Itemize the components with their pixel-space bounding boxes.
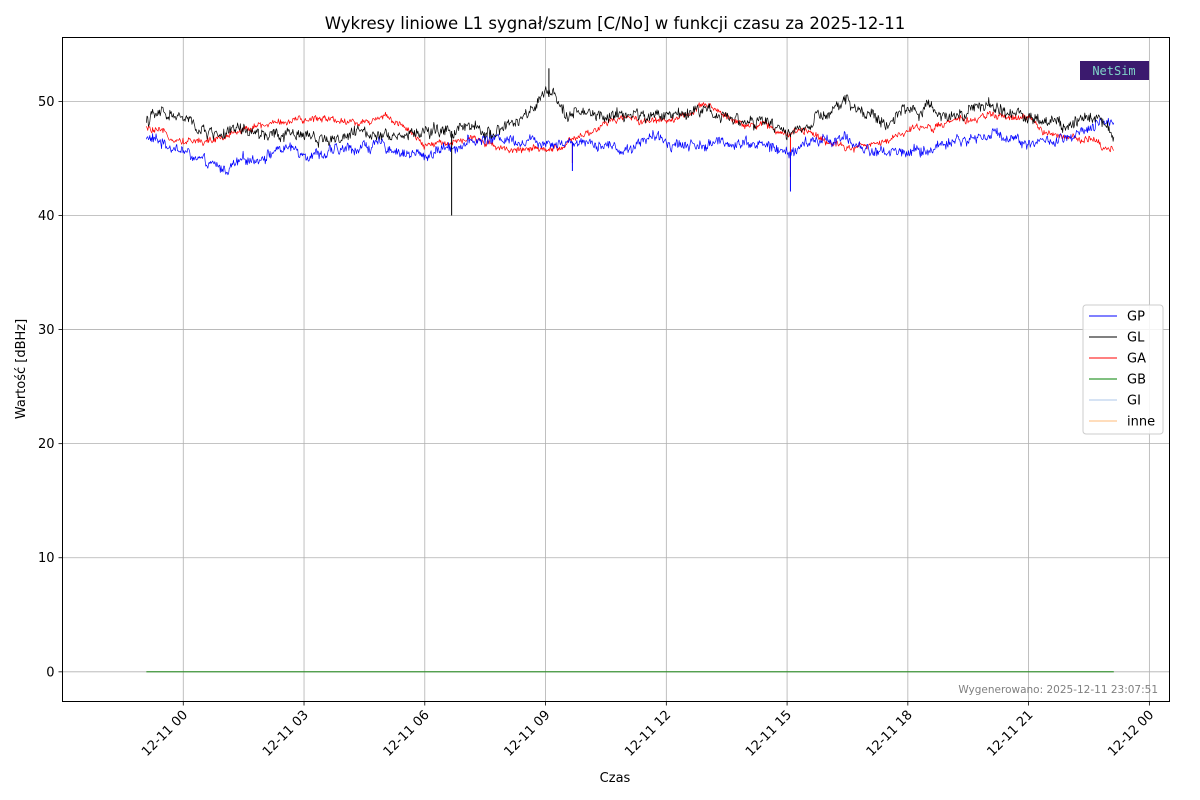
legend: GP GL GA GB GI inne [1082, 304, 1164, 435]
legend-label-gl: GL [1127, 331, 1145, 346]
x-axis-label: Czas [600, 771, 631, 786]
series-line-gp [146, 117, 1115, 176]
y-axis-label: Wartość [dBHz] [14, 319, 29, 419]
legend-label-gi: GI [1127, 394, 1141, 409]
y-tick-label: 20 [38, 437, 55, 452]
logo-box [1080, 61, 1149, 80]
y-tick-label: 10 [38, 551, 55, 566]
logo-watermark: NetSim [1080, 61, 1149, 80]
generated-timestamp: Wygenerowano: 2025-12-11 23:07:51 [958, 684, 1158, 696]
legend-entries: GP GL GA GB GI inne [1089, 310, 1155, 430]
y-tick-label: 0 [46, 665, 54, 680]
y-tick-label: 50 [38, 95, 55, 110]
y-tick-label: 40 [38, 209, 55, 224]
plot-frame [62, 37, 1170, 702]
chart-title: Wykresy liniowe L1 sygnał/szum [C/No] w … [325, 14, 906, 33]
legend-label-inne: inne [1127, 415, 1155, 430]
y-tick-label: 30 [38, 323, 55, 338]
series-line-ga [146, 102, 1115, 154]
series-line-gl [146, 86, 1115, 148]
legend-label-gb: GB [1127, 373, 1146, 388]
y-axis-ticks: 0 10 20 30 40 50 [38, 95, 63, 680]
legend-label-ga: GA [1127, 352, 1146, 367]
legend-label-gp: GP [1127, 310, 1145, 325]
logo-text: NetSim [1092, 64, 1135, 78]
series-lines [146, 68, 1115, 673]
